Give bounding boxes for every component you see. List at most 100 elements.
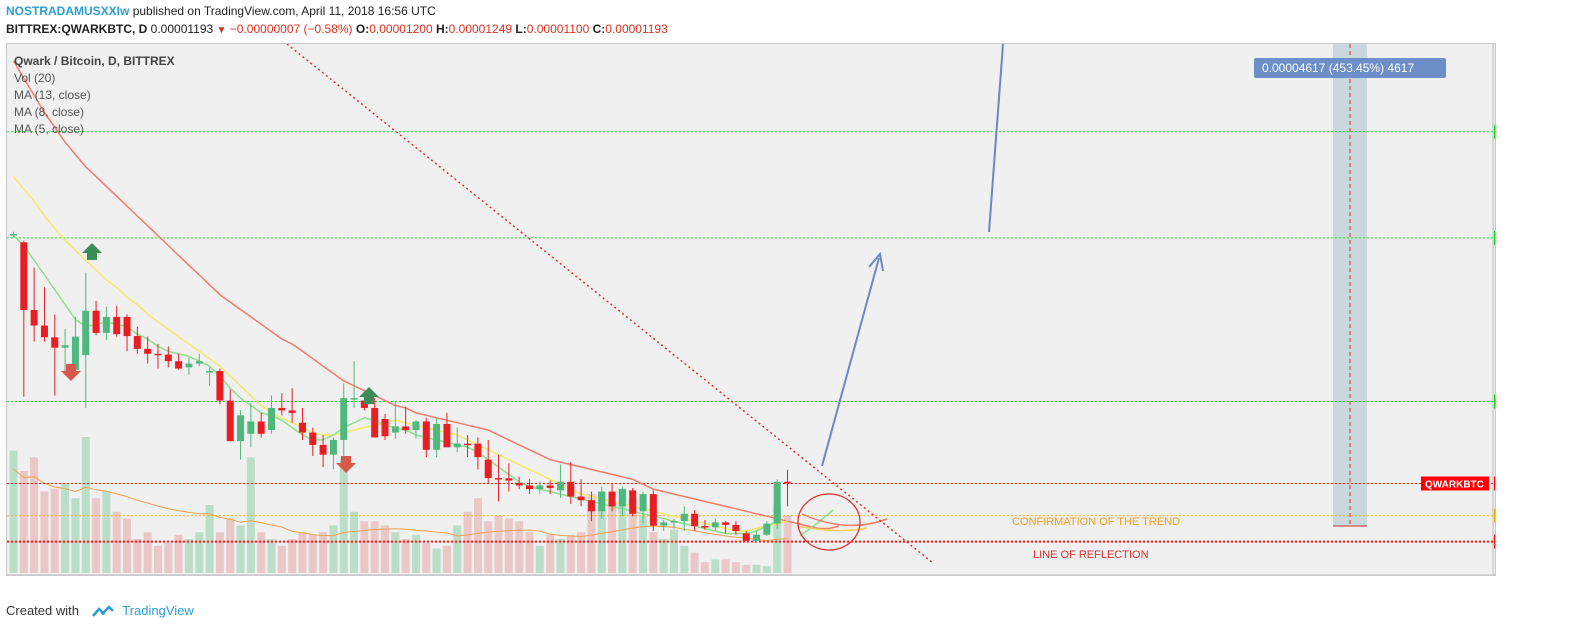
publish-header: NOSTRADAMUSXXIw published on TradingView… <box>6 4 436 18</box>
volume-bar <box>401 539 410 573</box>
candle-body <box>216 371 224 401</box>
volume-bar <box>473 498 482 573</box>
volume-bar <box>92 498 101 573</box>
candle-body <box>505 478 513 481</box>
volume-bar <box>350 511 359 573</box>
candle-body <box>474 443 482 458</box>
volume-bar <box>721 559 730 573</box>
price-chart[interactable]: 0.000026220.000021910.000015260.00001193… <box>7 44 1495 575</box>
volume-bar <box>308 534 317 573</box>
volume-bar <box>81 437 90 573</box>
level-label-bg <box>1494 124 1495 139</box>
volume-bar <box>360 521 369 573</box>
candle-body <box>71 336 79 370</box>
volume-bar <box>236 525 245 573</box>
level-label-bg <box>1494 394 1495 409</box>
candle-body <box>92 310 100 333</box>
volume-bar <box>762 566 771 573</box>
volume-bar <box>700 562 709 573</box>
volume-bar <box>556 539 565 573</box>
candle-body <box>123 316 131 337</box>
volume-bar <box>381 525 390 573</box>
candle-body <box>701 526 709 528</box>
candle-body <box>298 422 306 433</box>
legend-item-ma8[interactable]: MA (8, close) <box>14 105 85 119</box>
candle-body <box>453 443 461 448</box>
breakout-circle <box>797 493 861 551</box>
measure-label: 0.00004617 (453.45%) 4617 <box>1262 61 1414 75</box>
candle-body <box>546 485 554 488</box>
reflection-label: LINE OF REFLECTION <box>1033 549 1149 561</box>
volume-bar <box>649 532 658 573</box>
candle-body <box>175 361 183 369</box>
symbol-tag: QWARKBTC <box>1425 480 1484 491</box>
confirmation-label: CONFIRMATION OF THE TREND <box>1012 516 1180 528</box>
volume-bar <box>246 457 255 573</box>
volume-bar <box>329 525 338 573</box>
volume-bar <box>669 529 678 573</box>
volume-bar <box>639 515 648 573</box>
candle-body <box>629 490 637 514</box>
volume-bar <box>370 521 379 573</box>
candle-body <box>371 407 379 438</box>
buy-signal-arrow-icon <box>82 243 102 260</box>
candle-body <box>753 534 761 541</box>
symbol-tag-bg <box>1421 476 1489 491</box>
candle-body <box>350 398 358 400</box>
chart-frame[interactable]: 0.000026220.000021910.000015260.00001193… <box>6 43 1496 576</box>
legend-item-vol[interactable]: Vol (20) <box>14 71 56 85</box>
volume-bar <box>30 457 39 573</box>
candle-body <box>247 421 255 434</box>
candle-body <box>309 432 317 445</box>
volume-bar <box>484 521 493 573</box>
candle-body <box>763 523 771 535</box>
publish-info: published on TradingView.com, April 11, … <box>132 4 436 18</box>
volume-bar <box>153 545 162 573</box>
candle-body <box>670 521 678 523</box>
candle-body <box>618 489 626 507</box>
candle-body <box>732 524 740 531</box>
candle-body <box>515 483 523 486</box>
volume-bar <box>40 491 49 573</box>
volume-bar <box>546 534 555 573</box>
high-label: H: <box>435 22 449 36</box>
legend-item-ma5[interactable]: MA (5, close) <box>14 122 85 136</box>
open-label: O: <box>355 22 370 36</box>
candle-body <box>742 533 750 541</box>
candle-body <box>391 426 399 433</box>
volume-bar <box>391 532 400 573</box>
buy-signal-arrow-icon <box>359 387 379 404</box>
projection-arrow-2 <box>988 44 1004 233</box>
author-link[interactable]: NOSTRADAMUSXXIw <box>6 4 130 18</box>
candle-body <box>102 316 110 333</box>
candle-body <box>639 494 647 512</box>
level-label-bg <box>1494 534 1495 549</box>
candle-body <box>587 500 595 512</box>
ma13-projection <box>801 513 888 527</box>
volume-bar <box>164 543 173 573</box>
legend-item-ma13[interactable]: MA (13, close) <box>14 88 91 102</box>
volume-bar <box>71 498 80 573</box>
volume-bar <box>453 525 462 573</box>
volume-bar <box>618 488 627 573</box>
volume-bar <box>515 521 524 573</box>
candle-body <box>722 522 730 525</box>
candle-body <box>381 419 389 437</box>
volume-bar <box>504 518 513 573</box>
volume-bar <box>50 488 59 573</box>
tradingview-link[interactable]: TradingView <box>122 603 194 618</box>
volume-bar <box>411 534 420 573</box>
volume-bar <box>535 545 544 573</box>
volume-bar <box>143 532 152 573</box>
level-label-bg <box>1494 476 1495 491</box>
volume-bar <box>319 532 328 573</box>
candle-body <box>598 491 606 512</box>
candle-body <box>226 400 234 442</box>
candle-body <box>278 407 286 411</box>
down-triangle-icon: ▼ <box>216 25 227 36</box>
candle-body <box>257 421 265 434</box>
volume-bar <box>742 564 751 573</box>
legend-title: Qwark / Bitcoin, D, BITTREX <box>14 54 175 68</box>
volume-bar <box>9 450 18 573</box>
volume-bar <box>19 471 28 573</box>
